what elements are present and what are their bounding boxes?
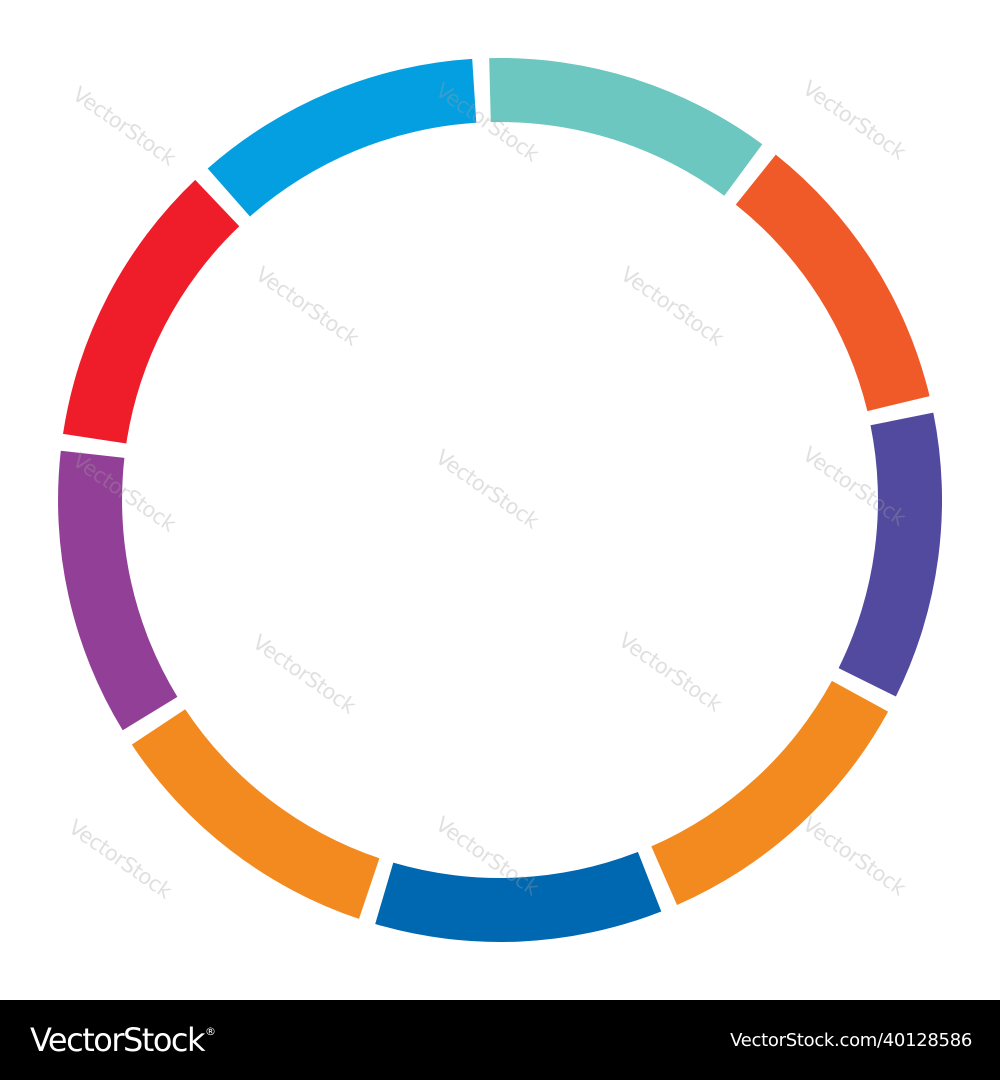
ring-segment-2-orange-red [735,154,930,412]
ring-segment-3-indigo [838,412,943,697]
segmented-ring [58,57,943,942]
ring-segment-4-orange [651,680,889,905]
vectorstock-logo: VectorStock® [30,1021,217,1059]
ring-segment-7-purple [58,450,178,731]
ring-segment-6-orange [131,709,380,919]
image-id: VectorStock.com/40128586 [730,1029,972,1051]
ring-segment-9-sky-blue [207,58,477,217]
footer-bar: VectorStock® VectorStock.com/40128586 [0,1000,1000,1080]
ring-segment-1-teal [489,57,763,196]
diagram-area [58,57,943,942]
ring-segment-5-blue [375,851,662,942]
ring-segment-8-red [63,179,240,444]
